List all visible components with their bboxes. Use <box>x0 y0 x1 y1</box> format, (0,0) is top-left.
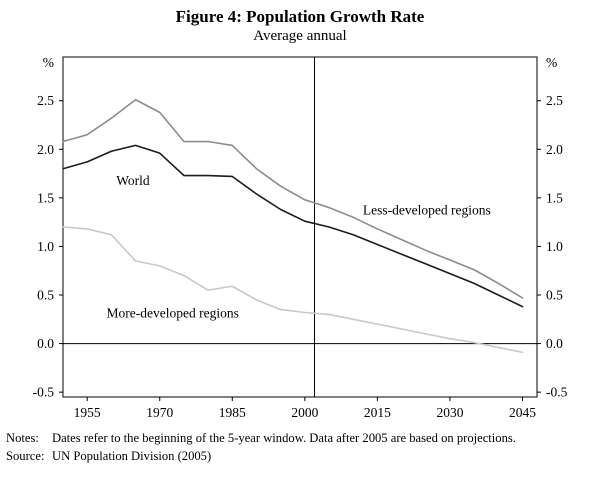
y-tick-label-right: 2.5 <box>546 93 563 108</box>
population-growth-chart: -0.5 -0.5 0.0 0.0 0.5 0.5 1.0 1.0 1.5 1.5 2.0 2.0 2.… <box>33 55 568 420</box>
x-tick-label: 2045 <box>509 405 536 420</box>
y-tick-label-left: 1.0 <box>37 238 54 253</box>
y-tick-label-right: 1.0 <box>546 238 563 253</box>
source-text: UN Population Division (2005) <box>52 449 212 464</box>
figure-footer: Notes: Dates refer to the beginning of th… <box>0 427 600 467</box>
y-tick-label-right: 1.5 <box>546 190 563 205</box>
x-tick-label: 1985 <box>219 405 246 420</box>
x-tick-label: 2000 <box>291 405 318 420</box>
y-tick-label-left: 2.0 <box>37 141 54 156</box>
x-tick-label: 1970 <box>146 405 173 420</box>
y-axis-unit-right: % <box>546 55 557 70</box>
series-line-more-developed-regions <box>62 225 524 353</box>
series-line-less-developed-regions <box>62 98 524 299</box>
x-tick-label: 1955 <box>74 405 101 420</box>
y-tick-label-right: -0.5 <box>546 384 568 399</box>
y-tick-label-right: 0.5 <box>546 287 563 302</box>
figure-title: Figure 4: Population Growth Rate <box>175 7 425 26</box>
y-tick-label-left: 1.5 <box>37 190 54 205</box>
source-line: Source: UN Population Division (2005) <box>6 447 594 466</box>
x-tick-label: 2030 <box>436 405 463 420</box>
chart-area: -0.5 -0.5 0.0 0.0 0.5 0.5 1.0 1.0 1.5 1.5 2.0 2.0 2.… <box>0 45 600 427</box>
figure-subtitle: Average annual <box>253 27 347 44</box>
y-tick-label-left: 2.5 <box>37 93 54 108</box>
y-axis-unit-left: % <box>43 55 54 70</box>
series-label: World <box>116 173 150 188</box>
y-tick-label-left: 0.0 <box>37 336 54 351</box>
notes-label: Notes: <box>6 430 39 445</box>
plot-frame <box>62 56 538 398</box>
y-tick-label-left: 0.5 <box>37 287 54 302</box>
series-line-world <box>62 144 524 308</box>
y-tick-label-left: -0.5 <box>33 384 55 399</box>
source-label: Source: <box>6 449 45 464</box>
notes-text: Dates refer to the beginning of the 5-ye… <box>52 430 516 445</box>
series-label: Less-developed regions <box>363 202 491 217</box>
y-tick-label-right: 0.0 <box>546 336 563 351</box>
x-tick-label: 2015 <box>364 405 391 420</box>
notes-line: Notes: Dates refer to the beginning of th… <box>6 429 594 448</box>
y-tick-label-right: 2.0 <box>546 141 563 156</box>
series-label: More-developed regions <box>107 305 239 320</box>
